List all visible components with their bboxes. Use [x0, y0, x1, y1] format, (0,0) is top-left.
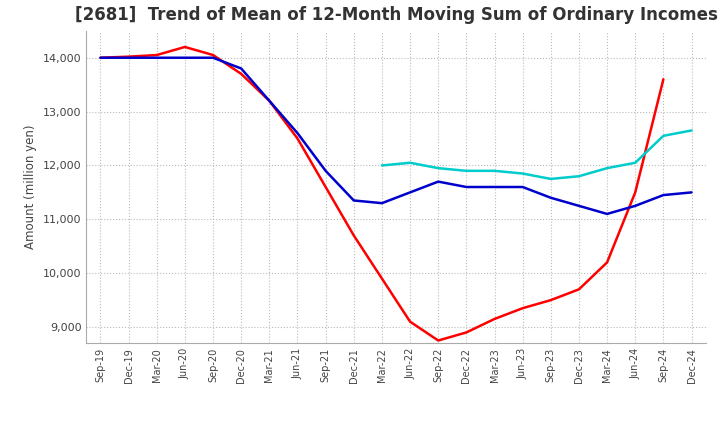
5 Years — [575, 203, 583, 209]
5 Years — [377, 201, 386, 206]
5 Years — [659, 192, 667, 198]
3 Years — [265, 98, 274, 103]
Line: 3 Years: 3 Years — [101, 47, 663, 341]
5 Years — [546, 195, 555, 200]
5 Years — [406, 190, 415, 195]
3 Years — [293, 136, 302, 141]
3 Years — [518, 305, 527, 311]
7 Years — [462, 168, 471, 173]
5 Years — [321, 168, 330, 173]
3 Years — [181, 44, 189, 50]
7 Years — [659, 133, 667, 139]
3 Years — [406, 319, 415, 324]
3 Years — [490, 316, 499, 322]
3 Years — [659, 77, 667, 82]
7 Years — [518, 171, 527, 176]
3 Years — [349, 233, 358, 238]
7 Years — [434, 165, 443, 171]
7 Years — [406, 160, 415, 165]
Line: 5 Years: 5 Years — [101, 58, 691, 214]
Y-axis label: Amount (million yen): Amount (million yen) — [24, 125, 37, 249]
5 Years — [96, 55, 105, 60]
3 Years — [603, 260, 611, 265]
3 Years — [209, 52, 217, 58]
Line: 7 Years: 7 Years — [382, 130, 691, 179]
3 Years — [125, 54, 133, 59]
3 Years — [237, 71, 246, 77]
7 Years — [603, 165, 611, 171]
3 Years — [96, 55, 105, 60]
5 Years — [125, 55, 133, 60]
5 Years — [209, 55, 217, 60]
5 Years — [265, 98, 274, 103]
7 Years — [377, 163, 386, 168]
7 Years — [575, 174, 583, 179]
5 Years — [518, 184, 527, 190]
7 Years — [490, 168, 499, 173]
7 Years — [687, 128, 696, 133]
3 Years — [321, 184, 330, 190]
5 Years — [603, 211, 611, 216]
5 Years — [237, 66, 246, 71]
5 Years — [349, 198, 358, 203]
3 Years — [575, 287, 583, 292]
3 Years — [434, 338, 443, 343]
7 Years — [546, 176, 555, 182]
3 Years — [631, 190, 639, 195]
5 Years — [434, 179, 443, 184]
3 Years — [546, 297, 555, 303]
3 Years — [377, 276, 386, 281]
5 Years — [181, 55, 189, 60]
Title: [2681]  Trend of Mean of 12-Month Moving Sum of Ordinary Incomes: [2681] Trend of Mean of 12-Month Moving … — [75, 6, 717, 24]
5 Years — [153, 55, 161, 60]
5 Years — [687, 190, 696, 195]
5 Years — [631, 203, 639, 209]
3 Years — [153, 52, 161, 58]
3 Years — [462, 330, 471, 335]
5 Years — [490, 184, 499, 190]
5 Years — [293, 131, 302, 136]
7 Years — [631, 160, 639, 165]
5 Years — [462, 184, 471, 190]
